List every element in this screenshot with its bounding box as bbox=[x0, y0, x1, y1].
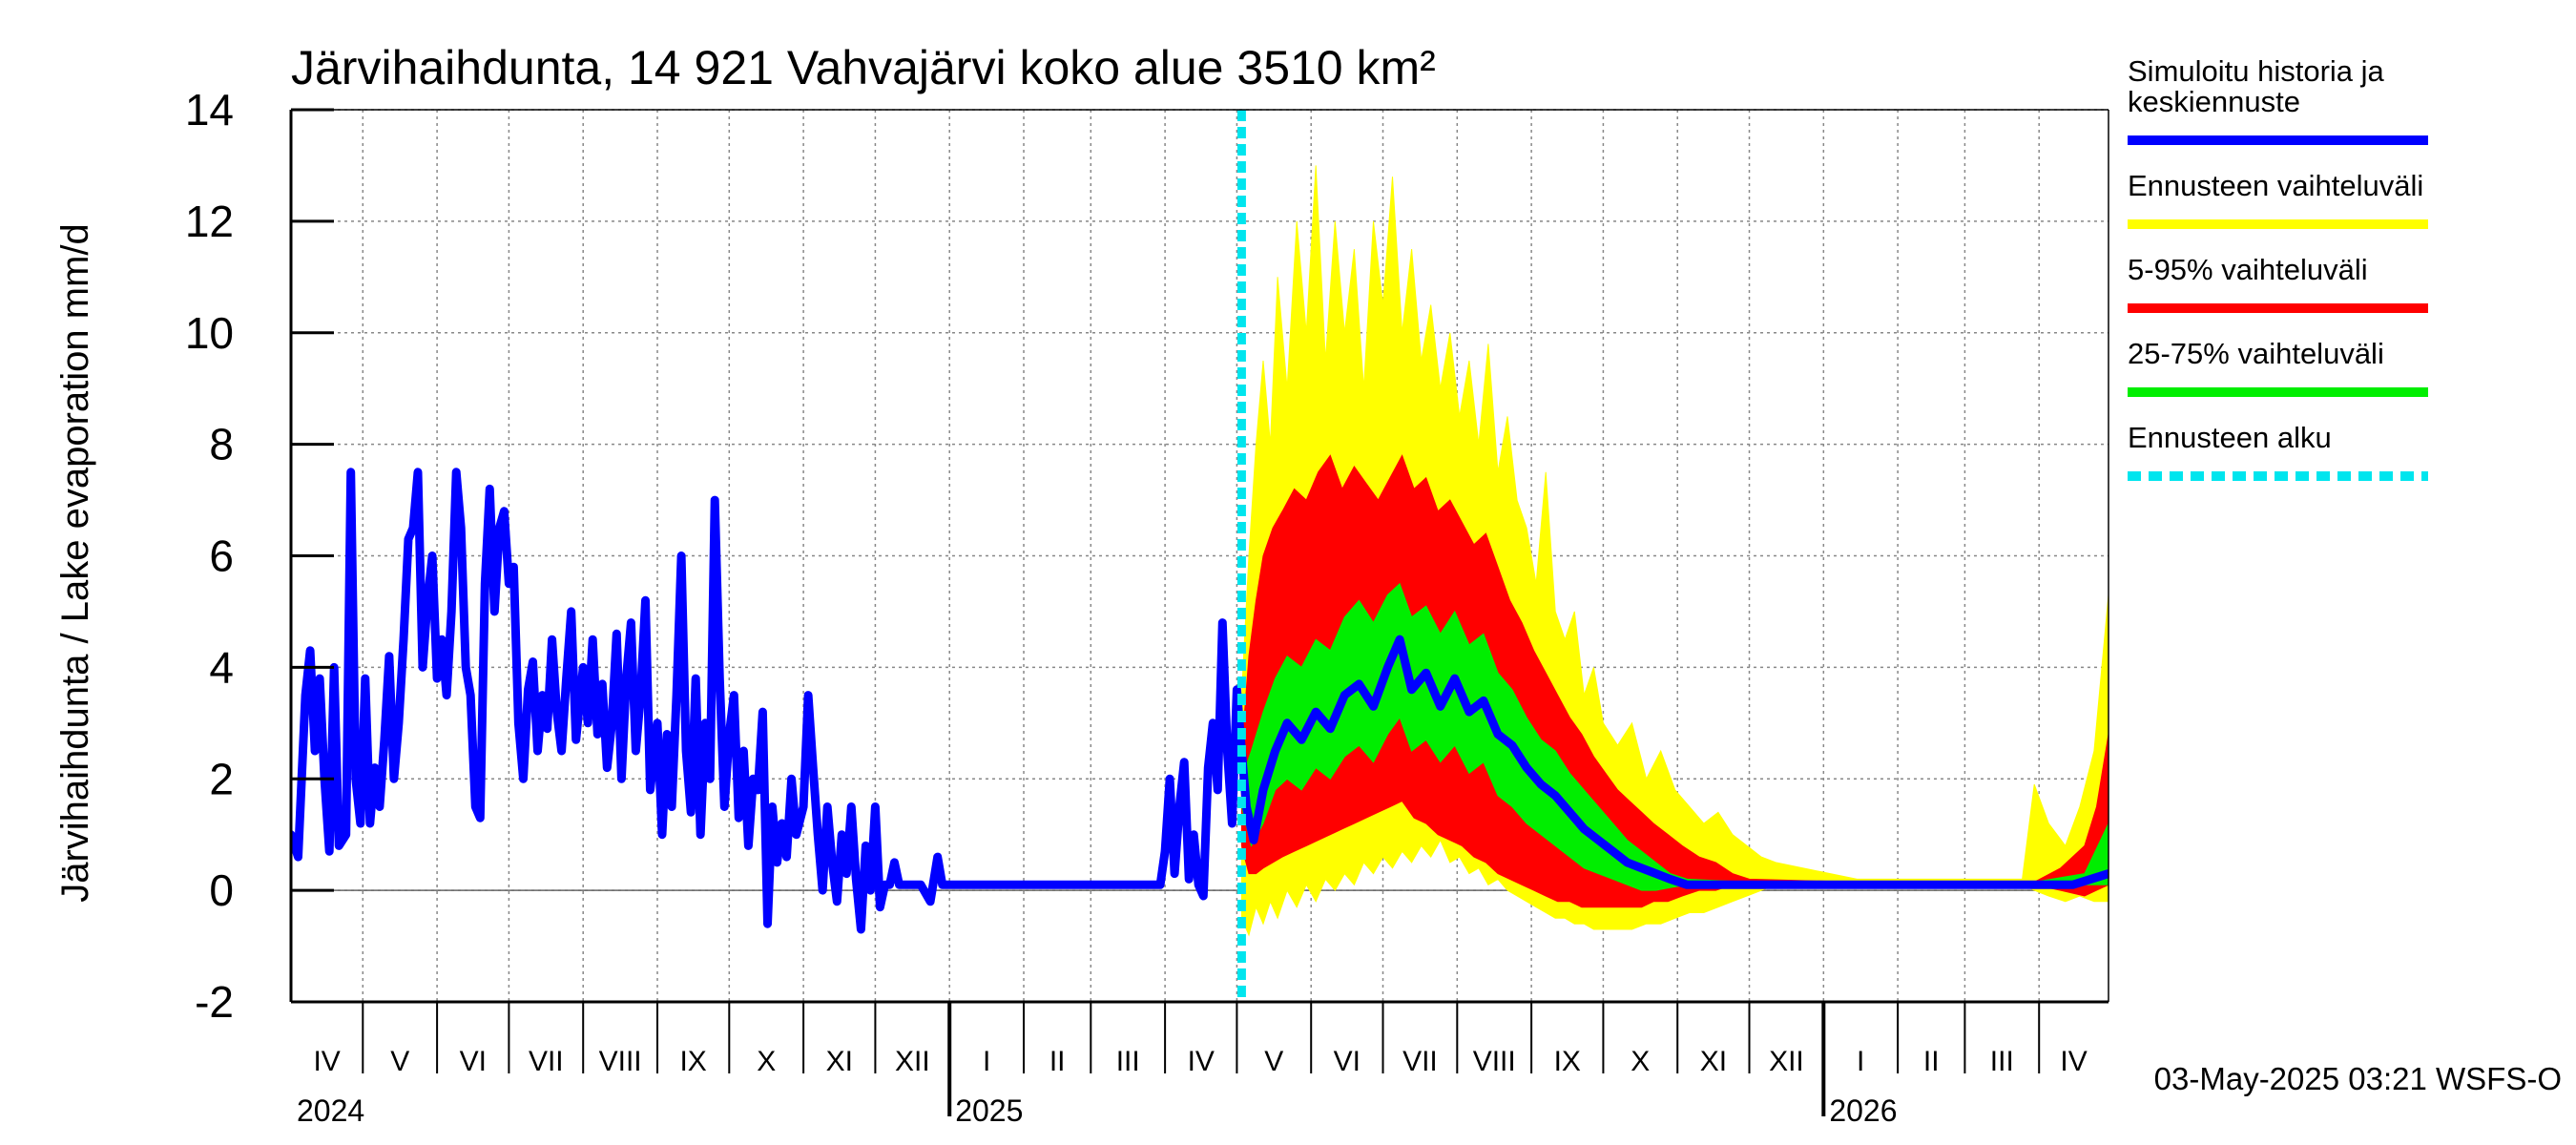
month-label: IX bbox=[679, 1046, 706, 1077]
y-tick-label: 6 bbox=[209, 531, 234, 581]
y-tick-label: 2 bbox=[209, 754, 234, 803]
month-label: IV bbox=[313, 1046, 340, 1077]
month-label: IV bbox=[2060, 1046, 2087, 1077]
y-axis-label: Järvihaihdunta / Lake evaporation mm/d bbox=[54, 223, 96, 903]
legend-label: Ennusteen alku bbox=[2128, 421, 2332, 454]
y-tick-label: -2 bbox=[195, 977, 234, 1027]
year-label: 2024 bbox=[297, 1093, 364, 1128]
y-tick-label: 14 bbox=[185, 85, 234, 135]
y-tick-label: 8 bbox=[209, 420, 234, 469]
band-5-95-vaihteluv-li bbox=[1240, 454, 2109, 908]
series-line bbox=[291, 468, 2109, 934]
legend-label: Ennusteen vaihteluväli bbox=[2128, 169, 2423, 202]
y-axis: -2 0 2 4 6 8 10 12 14 bbox=[185, 85, 334, 1027]
month-label: II bbox=[1923, 1046, 1940, 1077]
month-label: XII bbox=[1769, 1046, 1804, 1077]
forecast-bands bbox=[1240, 165, 2109, 937]
month-label: VIII bbox=[599, 1046, 642, 1077]
month-label: VII bbox=[529, 1046, 564, 1077]
y-tick-label: 10 bbox=[185, 308, 234, 358]
year-label: 2026 bbox=[1829, 1093, 1897, 1128]
month-label: VIII bbox=[1473, 1046, 1516, 1077]
month-label: III bbox=[1990, 1046, 2014, 1077]
month-label: X bbox=[757, 1046, 776, 1077]
month-label: II bbox=[1049, 1046, 1066, 1077]
year-label: 2025 bbox=[955, 1093, 1023, 1128]
month-label: IX bbox=[1554, 1046, 1581, 1077]
month-label: VII bbox=[1402, 1046, 1438, 1077]
y-tick-label: 12 bbox=[185, 197, 234, 246]
month-label: XII bbox=[895, 1046, 930, 1077]
legend-label: keskiennuste bbox=[2128, 85, 2300, 118]
month-label: I bbox=[983, 1046, 990, 1077]
footer-timestamp: 03-May-2025 03:21 WSFS-O bbox=[2154, 1061, 2562, 1096]
series-lines bbox=[291, 110, 2109, 1002]
legend-label: Simuloitu historia ja bbox=[2128, 54, 2385, 88]
y-tick-label: 0 bbox=[209, 865, 234, 915]
legend-label: 5-95% vaihteluväli bbox=[2128, 253, 2368, 286]
month-label: V bbox=[390, 1046, 409, 1077]
month-label: V bbox=[1264, 1046, 1283, 1077]
legend-label: 25-75% vaihteluväli bbox=[2128, 337, 2384, 370]
month-label: X bbox=[1631, 1046, 1650, 1077]
month-label: VI bbox=[1334, 1046, 1361, 1077]
month-label: I bbox=[1857, 1046, 1864, 1077]
month-label: VI bbox=[460, 1046, 487, 1077]
month-label: XI bbox=[1700, 1046, 1727, 1077]
month-label: XI bbox=[826, 1046, 853, 1077]
band-25-75-vaihteluv-li bbox=[1240, 582, 2109, 891]
x-axis: IV V VI VII VIII IX X XI XII I II III IV V VI VII VIII IX… bbox=[297, 1002, 2088, 1128]
month-label: IV bbox=[1188, 1046, 1215, 1077]
y-tick-label: 4 bbox=[209, 642, 234, 692]
month-label: III bbox=[1116, 1046, 1140, 1077]
chart-title: Järvihaihdunta, 14 921 Vahvajärvi koko a… bbox=[291, 41, 1436, 94]
